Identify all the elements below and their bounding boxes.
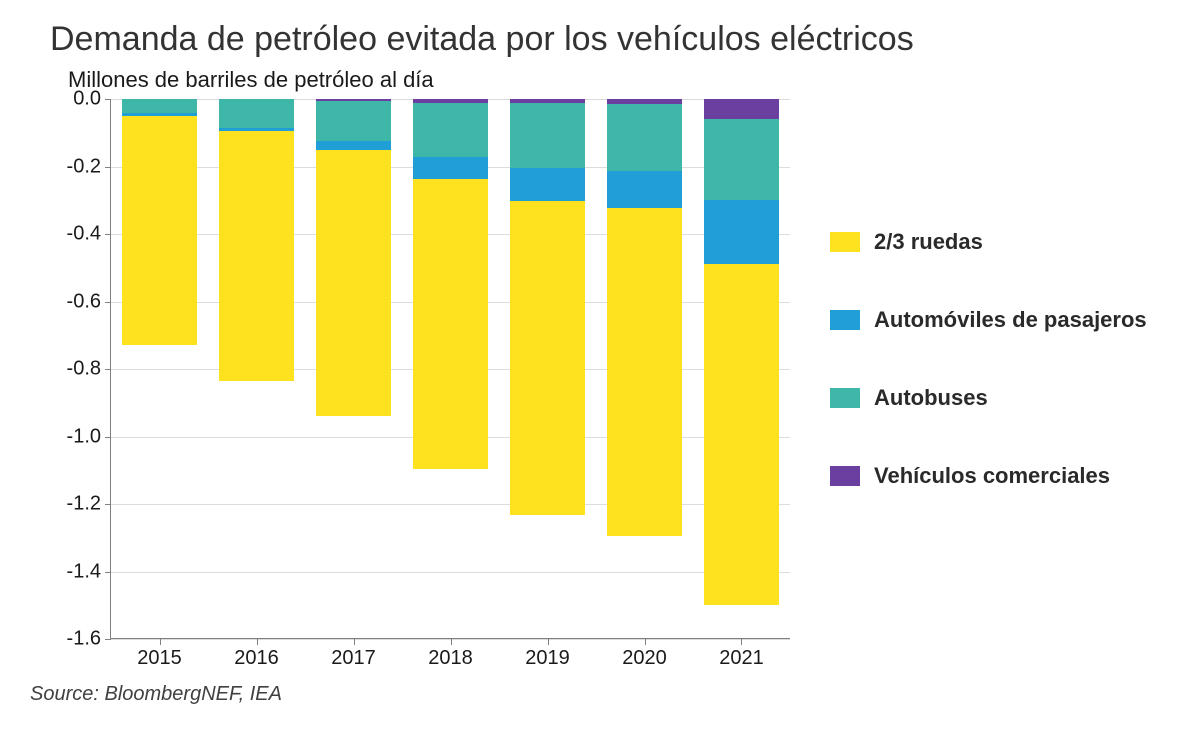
bar-segment-passenger [316,141,392,149]
bar-segment-passenger [413,157,489,179]
legend-swatch [830,232,860,252]
y-axis-tick-label: -0.6 [67,290,111,313]
y-axis-tick-label: -0.8 [67,358,111,381]
y-axis-tick-label: -1.2 [67,493,111,516]
bar-segment-two_three_wheelers [316,150,392,417]
bar-group [413,99,489,639]
bar-group [607,99,683,639]
x-axis-tick-mark [257,639,258,645]
bar-group [219,99,295,639]
legend-item-buses: Autobuses [830,385,1147,411]
y-axis-tick-label: -1.6 [67,628,111,651]
legend-label: 2/3 ruedas [874,229,983,255]
bar-segment-buses [122,99,198,113]
bar-group [704,99,780,639]
bar-segment-buses [510,103,586,167]
legend-label: Vehículos comerciales [874,463,1110,489]
legend-label: Automóviles de pasajeros [874,307,1147,333]
bar-segment-two_three_wheelers [510,201,586,515]
legend-item-commercial: Vehículos comerciales [830,463,1147,489]
bar-group [316,99,392,639]
bar-segment-buses [607,104,683,172]
legend-swatch [830,310,860,330]
x-axis-tick-mark [160,639,161,645]
bar-segment-commercial [704,99,780,119]
bar-segment-two_three_wheelers [607,208,683,535]
y-axis-tick-label: 0.0 [73,88,111,111]
chart-subtitle: Millones de barriles de petróleo al día [68,67,1170,93]
x-axis-tick-mark [451,639,452,645]
bars-layer [111,99,790,639]
chart-title: Demanda de petróleo evitada por los vehí… [50,20,1170,59]
chart-source: Source: BloombergNEF, IEA [30,683,1170,706]
bar-segment-buses [219,99,295,128]
x-axis-tick-mark [548,639,549,645]
bar-segment-two_three_wheelers [122,116,198,346]
legend: 2/3 ruedas Automóviles de pasajeros Autobu… [830,229,1147,489]
legend-swatch [830,466,860,486]
x-axis-tick-mark [645,639,646,645]
bar-group [510,99,586,639]
legend-label: Autobuses [874,385,988,411]
bar-segment-two_three_wheelers [413,179,489,469]
legend-item-passenger: Automóviles de pasajeros [830,307,1147,333]
chart-container: Demanda de petróleo evitada por los vehí… [0,0,1200,737]
y-axis-tick-label: -0.4 [67,223,111,246]
bar-segment-passenger [510,168,586,202]
bar-segment-buses [704,119,780,200]
plot-area: 0.0-0.2-0.4-0.6-0.8-1.0-1.2-1.4-1.620152… [110,99,790,639]
y-axis-tick-label: -1.4 [67,560,111,583]
plot-row: 0.0-0.2-0.4-0.6-0.8-1.0-1.2-1.4-1.620152… [50,99,1170,639]
bar-segment-passenger [704,200,780,264]
legend-swatch [830,388,860,408]
bar-segment-two_three_wheelers [704,264,780,605]
legend-item-two_three_wheelers: 2/3 ruedas [830,229,1147,255]
bar-segment-buses [316,101,392,142]
y-axis-tick-label: -0.2 [67,155,111,178]
x-axis-tick-mark [354,639,355,645]
bar-group [122,99,198,639]
bar-segment-passenger [607,171,683,208]
bar-segment-two_three_wheelers [219,131,295,381]
y-axis-tick-label: -1.0 [67,425,111,448]
x-axis-tick-mark [741,639,742,645]
bar-segment-buses [413,103,489,157]
